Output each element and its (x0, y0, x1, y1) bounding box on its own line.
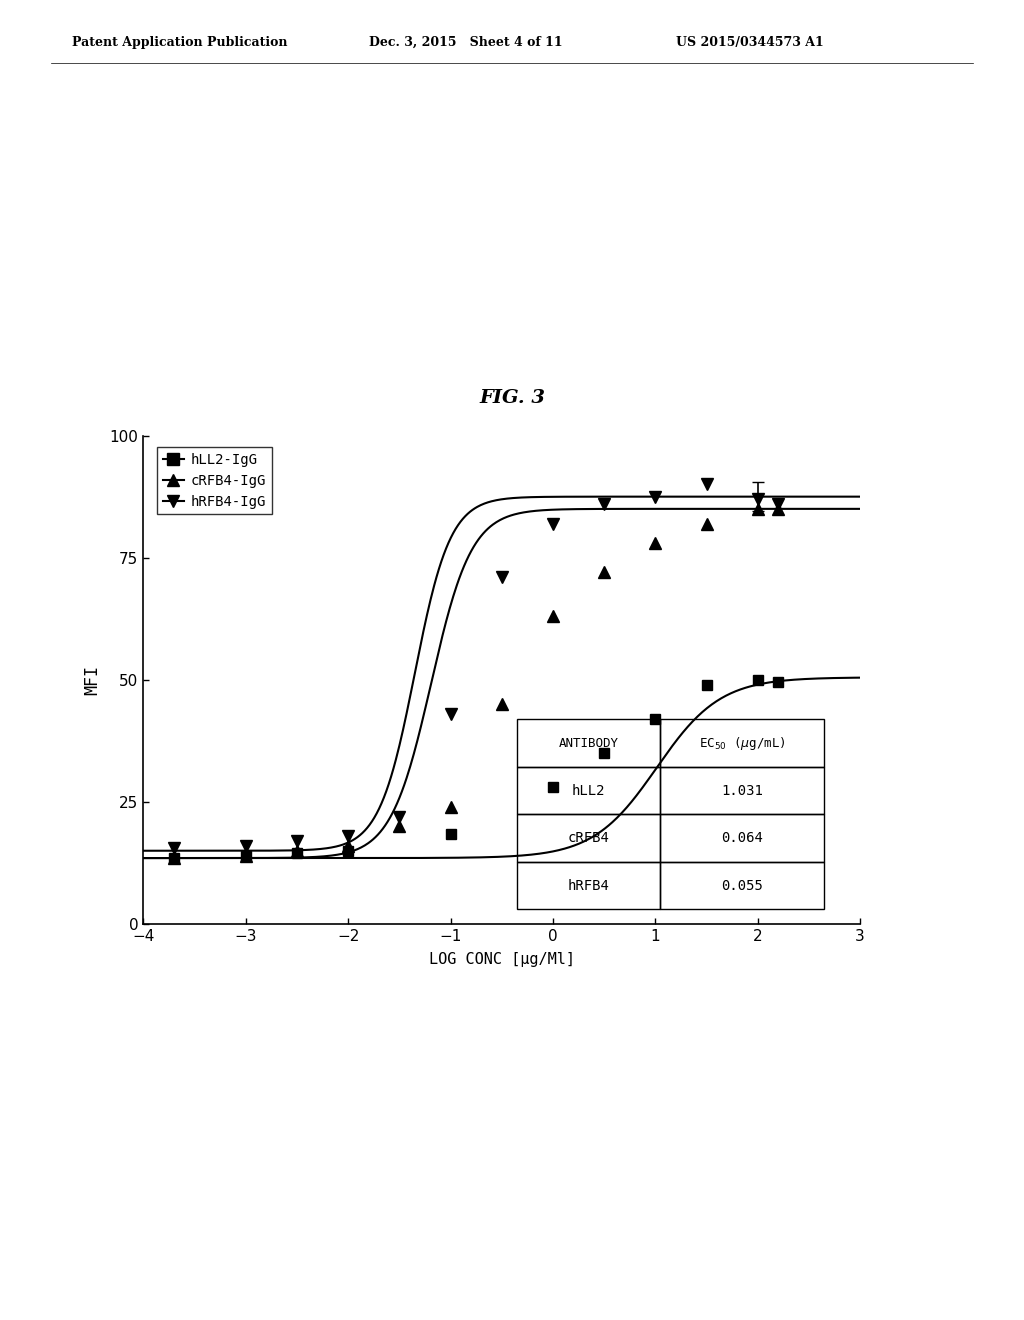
Text: hRFB4: hRFB4 (568, 879, 609, 892)
Text: 1.031: 1.031 (722, 784, 763, 797)
Legend: hLL2-IgG, cRFB4-IgG, hRFB4-IgG: hLL2-IgG, cRFB4-IgG, hRFB4-IgG (158, 447, 271, 515)
Text: 0.064: 0.064 (722, 832, 763, 845)
Text: US 2015/0344573 A1: US 2015/0344573 A1 (676, 36, 823, 49)
X-axis label: LOG CONC [μg/Ml]: LOG CONC [μg/Ml] (429, 952, 574, 968)
Text: EC$_{50}$ ($\mu$g/mL): EC$_{50}$ ($\mu$g/mL) (699, 735, 785, 751)
Text: FIG. 3: FIG. 3 (479, 388, 545, 407)
Text: hLL2: hLL2 (572, 784, 605, 797)
Text: ANTIBODY: ANTIBODY (559, 737, 618, 750)
Text: cRFB4: cRFB4 (568, 832, 609, 845)
Y-axis label: MFI: MFI (83, 665, 101, 694)
Text: Patent Application Publication: Patent Application Publication (72, 36, 287, 49)
Text: Dec. 3, 2015   Sheet 4 of 11: Dec. 3, 2015 Sheet 4 of 11 (369, 36, 562, 49)
Text: 0.055: 0.055 (722, 879, 763, 892)
